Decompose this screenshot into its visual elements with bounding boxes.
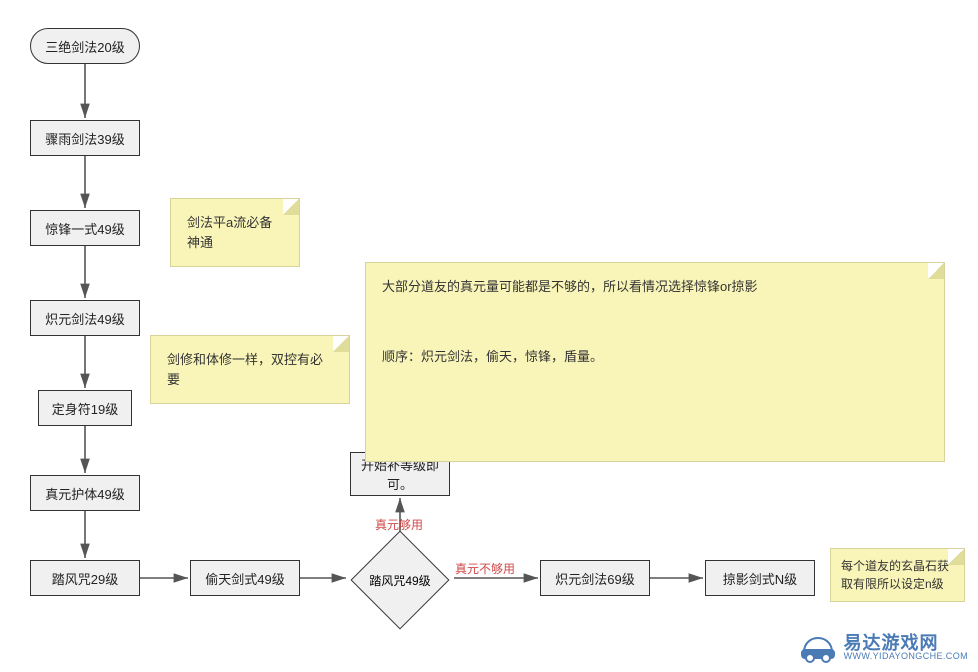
note-main-line2: 顺序：炽元剑法，偷天，惊锋，盾量。 — [382, 347, 928, 367]
watermark-cn: 易达游戏网 — [844, 634, 968, 652]
node-lueying-n: 掠影剑式N级 — [705, 560, 815, 596]
note-dual-control: 剑修和体修一样，双控有必要 — [150, 335, 350, 404]
node-zhiyuan69: 炽元剑法69级 — [540, 560, 650, 596]
note-crystal-limit: 每个道友的玄晶石获取有限所以设定n级 — [830, 548, 965, 602]
diamond-label: 踏风咒49级 — [369, 572, 430, 589]
node-tafeng29: 踏风咒29级 — [30, 560, 140, 596]
watermark-en: WWW.YIDAYONGCHE.COM — [844, 652, 968, 661]
watermark: 易达游戏网 WWW.YIDAYONGCHE.COM — [798, 630, 968, 664]
note-main-explain: 大部分道友的真元量可能都是不够的，所以看情况选择惊锋or掠影 顺序：炽元剑法，偷… — [365, 262, 945, 462]
note-main-line1: 大部分道友的真元量可能都是不够的，所以看情况选择惊锋or掠影 — [382, 277, 928, 297]
node-tafeng49-decision: 踏风咒49级 — [350, 530, 450, 630]
node-huti: 真元护体49级 — [30, 475, 140, 511]
node-dingshen: 定身符19级 — [38, 390, 132, 426]
edge-label-not-enough: 真元不够用 — [455, 560, 515, 577]
node-rain: 骤雨剑法39级 — [30, 120, 140, 156]
note-sword-passive: 剑法平a流必备神通 — [170, 198, 300, 267]
edge-label-enough: 真元够用 — [375, 516, 423, 533]
node-toutian: 偷天剑式49级 — [190, 560, 300, 596]
car-icon — [798, 630, 838, 664]
node-zhiyuan49: 炽元剑法49级 — [30, 300, 140, 336]
node-start: 三绝剑法20级 — [30, 28, 140, 64]
node-jingfeng: 惊锋一式49级 — [30, 210, 140, 246]
